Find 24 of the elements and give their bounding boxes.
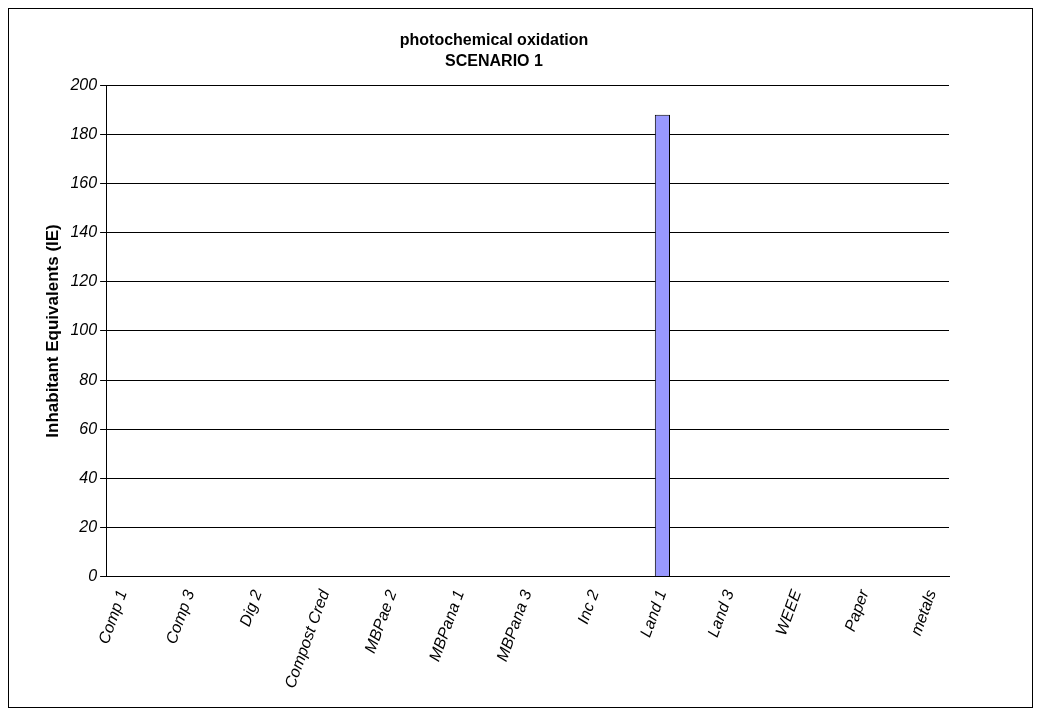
y-tick-label: 140 [70,223,98,241]
y-tick-label: 100 [70,321,98,339]
x-tick-label: MBPae 2 [361,587,400,656]
y-tick-label: 60 [79,419,98,437]
x-tick-label: Land 3 [704,587,737,640]
x-tick-label: metals [907,587,940,638]
x-tick-label: Comp 3 [162,587,198,646]
x-tick-label: Inc 2 [574,587,603,626]
chart-subtitle: SCENARIO 1 [445,52,543,70]
y-tick-label: 180 [70,124,98,142]
x-tick-label: Dig 2 [236,587,265,629]
x-tick-label: Land 1 [636,587,670,640]
y-tick-label: 40 [79,468,98,486]
chart-title: photochemical oxidation [399,31,589,49]
y-tick-label: 200 [69,75,98,93]
x-tick-label: WEEE [772,587,805,638]
y-tick-label: 120 [70,272,98,290]
y-tick-label: 80 [79,370,98,388]
y-axis-title: Inhabitant Equivalents (IE) [42,224,62,438]
y-tick-label: 20 [78,517,98,535]
y-tick-label: 160 [70,174,98,192]
y-tick-label: 0 [88,566,98,584]
x-tick-label: Paper [841,586,872,634]
x-tick-label: Comp 1 [94,587,130,646]
